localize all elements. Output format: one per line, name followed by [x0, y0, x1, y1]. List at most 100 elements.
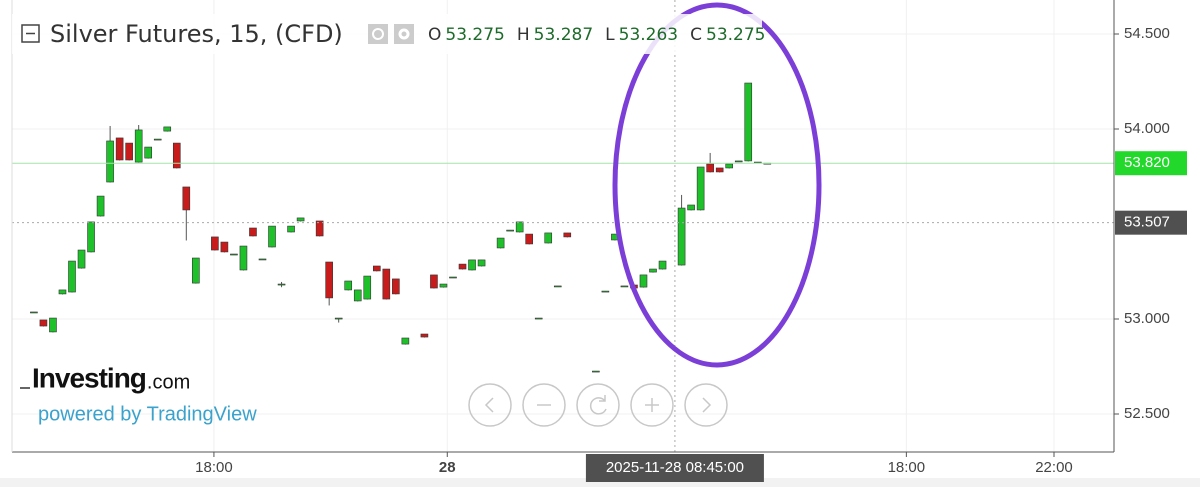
candle-body — [525, 233, 533, 245]
candle-body — [353, 289, 362, 302]
crosshair-x-badge — [585, 454, 764, 482]
candle-body — [68, 260, 76, 293]
candle-body — [230, 253, 238, 256]
candle-body — [372, 265, 381, 272]
icon — [589, 395, 607, 415]
candle-body — [172, 142, 181, 169]
candle-body — [677, 207, 686, 266]
candle-body — [601, 290, 610, 293]
candle-body — [687, 204, 695, 211]
x-tick-label: 22:00 — [1035, 459, 1073, 476]
candle-body — [144, 146, 153, 159]
last-price-label: 53.820 — [1124, 154, 1170, 171]
icon — [372, 28, 384, 40]
candle-body — [125, 142, 133, 161]
ohlc-value: 53.275 — [445, 25, 504, 45]
candle-body — [449, 276, 457, 279]
candle-body — [39, 319, 48, 327]
crosshair-x-label: 2025-11-28 08:45:00 — [606, 459, 744, 476]
candle-body — [211, 236, 219, 251]
icon — [702, 397, 712, 413]
x-tick-label: 18:00 — [195, 459, 233, 476]
candle-body — [49, 317, 57, 333]
candle-body — [515, 221, 524, 233]
candle-body — [344, 280, 353, 291]
candle-body — [439, 283, 448, 288]
candle-body — [620, 285, 629, 288]
candle-body — [96, 195, 105, 217]
ohlc-label: L — [605, 25, 615, 45]
x-tick-label: 28 — [439, 459, 456, 476]
crosshair-y-badge — [1115, 210, 1187, 235]
visibility-button[interactable] — [368, 24, 388, 44]
brand-suffix: .com — [147, 371, 190, 393]
x-tick-label: 18:00 — [888, 459, 926, 476]
reset-button[interactable] — [576, 383, 620, 427]
last-price-badge — [1115, 151, 1187, 176]
ohlc-value: 53.287 — [534, 25, 593, 45]
overlay — [12, 0, 1114, 452]
candle-body — [363, 275, 372, 300]
ohlc-value: 53.275 — [706, 25, 765, 45]
candle-body — [458, 263, 467, 270]
highlight-ellipse — [612, 2, 822, 368]
candle-body — [258, 258, 267, 261]
brand-tagline: powered by TradingView — [38, 403, 257, 425]
ohlc-header: O 53.275 H 53.287 L 53.263 C 53.275 — [428, 25, 765, 45]
candle-body — [725, 163, 734, 169]
chart-title: Silver Futures, 15, (CFD) — [50, 20, 343, 48]
candle-body — [420, 333, 429, 338]
zoom-out-button[interactable] — [522, 383, 566, 427]
candle-body — [401, 337, 410, 345]
candle-body — [715, 167, 724, 173]
candle-body — [220, 241, 229, 253]
y-tick-label: 54.000 — [1124, 120, 1170, 137]
ohlc-label: H — [517, 25, 530, 45]
candle-body — [153, 138, 162, 141]
candle-body — [534, 317, 543, 320]
candle-body — [325, 261, 333, 299]
nav-buttons — [468, 383, 728, 427]
candle-body — [249, 227, 257, 237]
candle-body — [706, 163, 714, 173]
crosshair-y-label: 53.507 — [1124, 214, 1170, 231]
candle-body — [334, 317, 343, 320]
candle-body — [734, 160, 743, 163]
candle-body — [296, 217, 305, 222]
ohlc-label: O — [428, 25, 441, 45]
candle-body — [77, 249, 86, 269]
scroll-left-button[interactable] — [468, 383, 512, 427]
candle-body — [506, 229, 514, 232]
candle-body — [553, 285, 562, 288]
candle-body — [744, 82, 753, 162]
y-tick-label: 52.500 — [1124, 405, 1170, 422]
collapse-button[interactable] — [21, 24, 40, 43]
bottom-strip — [0, 478, 1200, 487]
ohlc-label: C — [690, 25, 702, 45]
icon — [398, 28, 410, 40]
candle-body — [268, 225, 276, 248]
candle-body — [592, 370, 600, 373]
candle-body — [315, 220, 324, 237]
candle-body — [468, 259, 476, 271]
candle-body — [106, 140, 114, 183]
zoom-in-button[interactable] — [630, 383, 674, 427]
candle-body — [287, 225, 295, 233]
candle-body — [30, 311, 38, 314]
candle-body — [477, 259, 486, 267]
candle-body — [639, 274, 648, 288]
candle-body — [277, 283, 286, 286]
candle-body — [392, 278, 400, 295]
settings-button[interactable] — [394, 24, 414, 44]
icon — [484, 397, 494, 413]
scroll-right-button[interactable] — [684, 383, 728, 427]
candle-body — [430, 274, 438, 289]
ohlc-value: 53.263 — [619, 25, 678, 45]
candles — [30, 82, 772, 373]
candle-body — [239, 245, 248, 271]
candle-body — [563, 232, 572, 238]
candle-body — [649, 268, 657, 273]
